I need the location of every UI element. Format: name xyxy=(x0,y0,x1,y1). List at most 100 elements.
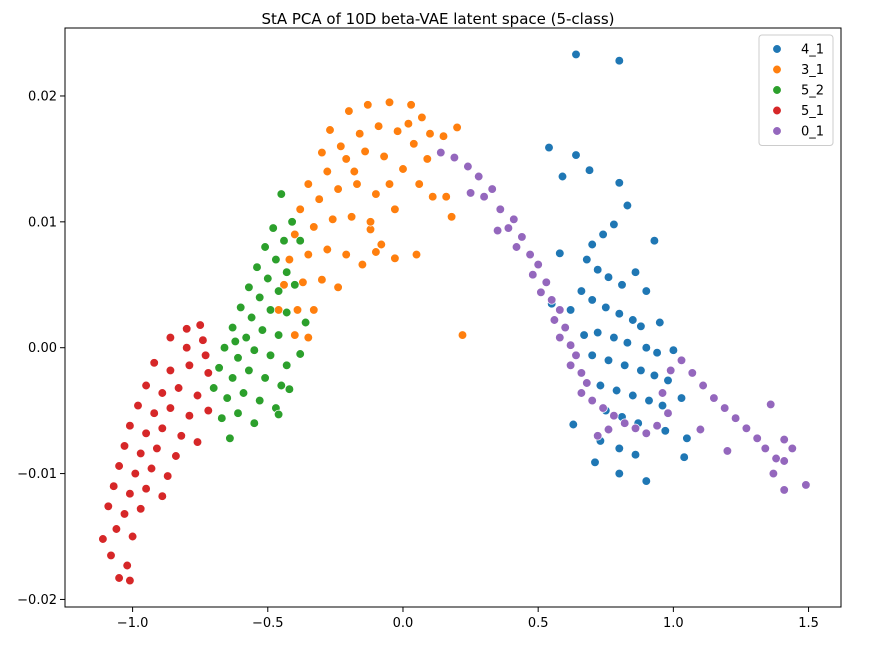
point-3_1-8 xyxy=(452,122,462,133)
point-5_2-40 xyxy=(284,384,295,394)
point-4_1-31 xyxy=(649,370,660,381)
axes-layer: −1.0 −0.5 0.0 0.5 1.0 1.5 −0.02 −0.01 0.00 0.01 0.… xyxy=(17,27,842,631)
y-tick-label: 0.02 xyxy=(28,89,57,104)
point-5_2-4 xyxy=(260,242,270,252)
point-3_1-57 xyxy=(384,179,395,189)
point-0_1-47 xyxy=(779,456,789,466)
point-3_1-21 xyxy=(398,164,408,174)
point-3_1-34 xyxy=(328,214,338,224)
legend-marker-3_1 xyxy=(772,64,782,75)
point-4_1-28 xyxy=(603,355,614,365)
point-3_1-5 xyxy=(417,112,427,123)
point-5_2-24 xyxy=(265,350,276,360)
legend-marker-4_1 xyxy=(772,44,782,54)
point-0_1-16 xyxy=(547,295,557,305)
point-5_2-27 xyxy=(227,373,238,383)
point-4_1-32 xyxy=(663,375,673,386)
point-5_1-3 xyxy=(165,332,176,343)
point-0_1-41 xyxy=(720,403,730,413)
point-3_1-19 xyxy=(360,146,370,157)
point-5_2-43 xyxy=(300,317,311,328)
y-tick-label: −0.02 xyxy=(17,593,57,608)
point-5_1-43 xyxy=(122,560,132,571)
point-3_1-50 xyxy=(273,305,284,315)
point-4_1-12 xyxy=(582,254,592,265)
point-4_1-16 xyxy=(576,286,587,296)
point-0_1-32 xyxy=(641,428,651,438)
point-4_1-20 xyxy=(628,315,638,325)
point-5_1-21 xyxy=(176,431,186,441)
point-4_1-29 xyxy=(620,360,630,370)
point-5_2-2 xyxy=(268,223,278,233)
point-3_1-48 xyxy=(317,275,327,285)
point-0_1-12 xyxy=(533,259,543,270)
point-5_2-5 xyxy=(271,254,281,265)
point-0_1-11 xyxy=(525,249,535,260)
point-5_1-18 xyxy=(125,421,135,431)
point-0_1-6 xyxy=(495,204,505,214)
legend-marker-0_1 xyxy=(772,126,782,136)
point-5_2-15 xyxy=(265,305,276,315)
point-4_1-35 xyxy=(628,390,638,401)
point-4_1-36 xyxy=(644,395,654,406)
point-0_1-20 xyxy=(555,332,565,343)
point-0_1-59 xyxy=(492,225,503,236)
point-4_1-19 xyxy=(614,309,624,319)
point-5_2-26 xyxy=(214,363,224,373)
point-3_1-43 xyxy=(371,247,381,257)
point-5_1-22 xyxy=(119,441,130,451)
point-5_1-30 xyxy=(109,481,119,491)
point-5_2-1 xyxy=(287,217,297,227)
point-0_1-33 xyxy=(652,421,662,431)
point-5_1-33 xyxy=(157,491,167,501)
point-5_1-40 xyxy=(106,550,116,561)
point-4_1-4 xyxy=(557,171,568,182)
point-4_1-33 xyxy=(595,380,606,391)
point-4_1-14 xyxy=(603,272,614,282)
legend-label-5_2: 5_2 xyxy=(801,84,824,99)
point-0_1-5 xyxy=(479,192,489,202)
point-5_2-17 xyxy=(227,322,238,333)
point-5_1-23 xyxy=(136,448,146,459)
point-5_2-36 xyxy=(217,413,227,423)
point-0_1-18 xyxy=(549,315,560,325)
point-5_2-34 xyxy=(255,395,265,406)
point-0_1-25 xyxy=(582,378,592,388)
point-5_1-32 xyxy=(141,484,151,494)
point-3_1-47 xyxy=(298,277,308,287)
point-5_1-11 xyxy=(157,388,167,398)
point-3_1-41 xyxy=(341,249,351,260)
point-4_1-44 xyxy=(630,450,641,460)
legend: 4_1 3_1 5_2 5_1 0_1 xyxy=(758,34,834,146)
legend-frame xyxy=(758,34,834,146)
point-5_2-39 xyxy=(225,433,235,443)
point-5_1-29 xyxy=(163,471,173,481)
point-0_1-29 xyxy=(609,411,619,421)
legend-marker-5_1 xyxy=(772,105,782,116)
series-5_1 xyxy=(98,320,213,586)
point-5_2-42 xyxy=(295,349,305,359)
point-3_1-11 xyxy=(355,129,365,139)
x-tick-label: −1.0 xyxy=(117,616,149,631)
point-0_1-26 xyxy=(576,388,587,398)
point-4_1-15 xyxy=(617,280,627,290)
point-5_2-31 xyxy=(209,383,219,393)
x-tick-label: 0.0 xyxy=(393,616,414,631)
point-5_2-32 xyxy=(222,393,232,403)
point-5_2-23 xyxy=(249,345,259,355)
point-0_1-19 xyxy=(560,322,570,333)
point-5_1-28 xyxy=(146,463,157,474)
point-4_1-0 xyxy=(571,49,581,60)
y-tick-label: −0.01 xyxy=(17,467,57,482)
legend-label-0_1: 0_1 xyxy=(801,125,824,140)
point-3_1-38 xyxy=(284,254,295,265)
x-tick-label: 1.5 xyxy=(798,616,819,631)
point-0_1-13 xyxy=(528,270,538,280)
point-5_1-26 xyxy=(114,461,124,471)
point-4_1-1 xyxy=(614,56,624,66)
point-0_1-8 xyxy=(503,223,514,233)
point-4_1-24 xyxy=(622,338,633,348)
point-0_1-10 xyxy=(511,242,522,252)
point-4_1-26 xyxy=(652,348,662,358)
